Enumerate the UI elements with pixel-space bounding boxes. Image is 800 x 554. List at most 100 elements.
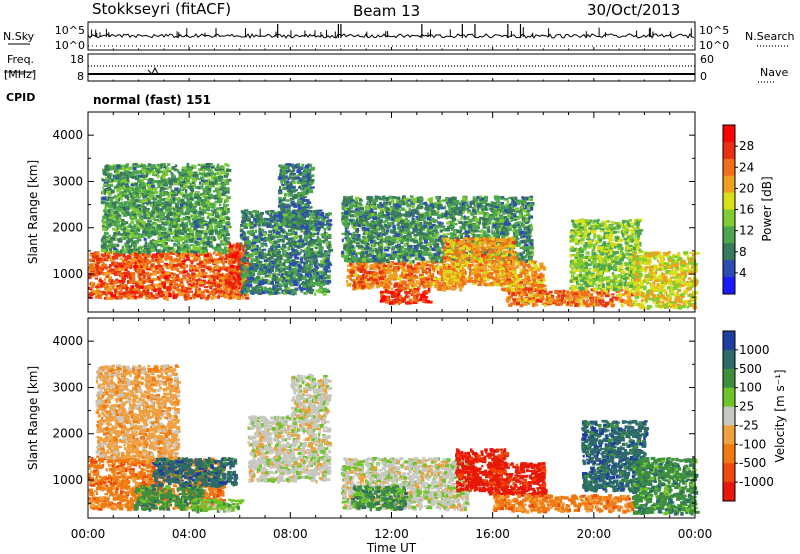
power-cell [154,247,157,251]
power-cell [127,254,130,259]
power-cell [318,216,321,219]
power-cell [218,249,221,253]
power-cell [134,288,138,291]
power-cell [135,246,138,251]
power-cell [106,190,111,194]
power-cell [288,194,293,197]
power-cell [260,243,264,248]
power-cell [236,248,239,251]
power-cell [140,265,143,268]
power-cell [196,247,200,250]
power-cell [122,291,127,296]
power-cell [135,248,140,251]
power-cell [107,172,110,175]
power-cell [176,248,181,252]
power-cell [102,249,107,253]
power-cell [101,236,106,240]
power-cell [135,189,141,193]
power-cell [249,211,253,214]
power-cell [201,264,206,268]
power-cell [265,274,269,278]
power-cell [174,278,180,282]
power-cell [108,265,112,269]
power-cell [211,177,214,181]
power-cell [113,179,118,182]
power-cell [205,212,210,215]
power-cell [241,278,246,282]
power-cell [154,270,157,273]
power-cell [186,246,191,251]
power-cell [162,198,166,202]
power-cell [146,211,152,215]
power-cell [194,279,199,282]
power-cell [308,270,312,274]
power-cell [158,230,161,235]
power-cell [291,267,296,272]
power-cell [89,264,94,269]
power-cell [104,297,107,300]
power-cell [288,289,293,292]
power-cell [221,266,226,269]
power-cell [115,278,119,281]
power-cell [162,264,166,267]
power-cell [131,291,136,294]
power-cell [146,223,152,227]
power-cell [222,228,225,232]
power-cell [174,164,178,168]
power-cell [151,170,156,175]
power-cell [304,225,309,230]
power-cell [164,242,168,245]
power-cell [200,225,204,228]
power-cell [155,211,159,215]
power-cell [206,192,210,195]
power-cell [118,224,123,228]
power-cell [295,287,299,292]
power-cell [177,283,182,287]
power-cell [198,220,202,224]
power-cell [126,177,130,182]
power-cell [210,242,213,246]
power-cell [105,217,109,220]
power-cell [173,191,177,195]
power-cell [173,168,178,172]
power-cell [116,165,121,168]
power-cell [310,166,316,171]
power-cell [191,218,196,222]
power-cell [129,232,133,237]
power-cell [124,232,128,236]
power-cell [240,268,244,272]
power-cell [157,164,161,168]
power-cell [305,264,310,269]
power-cell [186,290,191,294]
power-cell [221,186,226,190]
power-cell [260,287,263,292]
power-cell [301,193,305,197]
power-cell [215,212,220,215]
power-cell [168,178,173,183]
power-cell [181,262,185,265]
power-cell [186,227,189,231]
power-cell [198,281,204,285]
power-cell [147,186,152,191]
power-cell [109,264,114,267]
power-cell [140,224,144,227]
power-cell [286,287,290,290]
power-cell [130,238,133,242]
power-cell [113,211,119,215]
power-cell [100,264,104,268]
power-cell [118,218,123,222]
power-cell [121,211,127,215]
power-cell [240,225,242,228]
power-cell [274,291,278,295]
power-cell [124,164,129,169]
power-cell [245,271,249,274]
power-cell [155,197,158,201]
power-cell [146,197,150,200]
power-cell [199,241,203,245]
power-cell [218,190,221,195]
power-cell [138,273,143,276]
power-cell [169,283,173,286]
power-cell [199,167,203,171]
power-cell [118,262,122,266]
power-cell [259,249,263,252]
